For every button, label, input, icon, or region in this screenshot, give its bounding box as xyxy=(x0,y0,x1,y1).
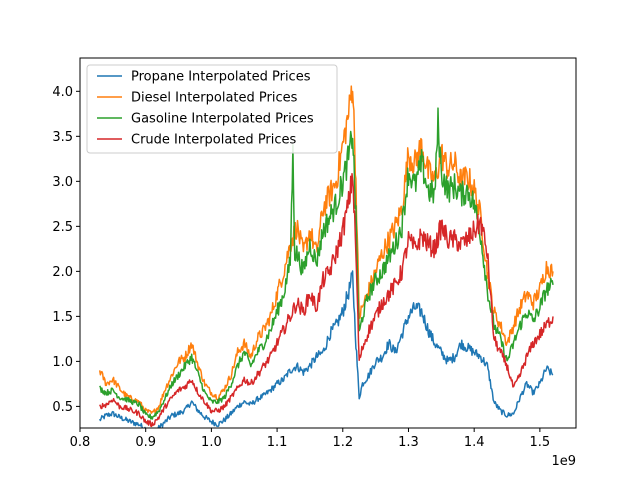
legend-label: Crude Interpolated Prices xyxy=(131,133,297,148)
y-tick-label: 0.5 xyxy=(52,400,73,415)
x-tick-label: 1.4 xyxy=(464,435,485,450)
y-tick-label: 4.0 xyxy=(52,85,73,100)
y-tick-label: 2.5 xyxy=(52,220,73,235)
y-tick-label: 1.0 xyxy=(52,355,73,370)
axes-frame xyxy=(79,57,577,429)
x-tick-label: 1.2 xyxy=(332,435,353,450)
y-tick-label: 1.5 xyxy=(52,310,73,325)
legend-box xyxy=(86,64,338,154)
series-line-2 xyxy=(99,107,554,420)
series-line-3 xyxy=(99,172,554,428)
x-tick-label: 0.8 xyxy=(70,435,91,450)
x-tick-label: 1.1 xyxy=(267,435,288,450)
legend-label: Propane Interpolated Prices xyxy=(131,70,311,85)
plot-area xyxy=(98,85,554,428)
legend-label: Diesel Interpolated Prices xyxy=(131,91,298,106)
y-tick-label: 2.0 xyxy=(52,265,73,280)
x-axis-offset-label: 1e9 xyxy=(551,454,576,469)
x-tick-label: 1.0 xyxy=(201,435,222,450)
legend: Propane Interpolated Prices Diesel Interp… xyxy=(86,64,338,154)
legend-label: Gasoline Interpolated Prices xyxy=(131,112,314,127)
y-tick-label: 3.5 xyxy=(52,130,73,145)
x-tick-label: 1.5 xyxy=(530,435,551,450)
x-tick-label: 0.9 xyxy=(135,435,156,450)
series-line-0 xyxy=(99,270,554,428)
axes: 0.8 0.9 1.0 1.1 1.2 1.3 1.4 1.5 0.5 1.0 1.5 2.0 2.5 3… xyxy=(52,57,577,450)
x-tick-label: 1.3 xyxy=(398,435,419,450)
y-tick-label: 3.0 xyxy=(52,175,73,190)
